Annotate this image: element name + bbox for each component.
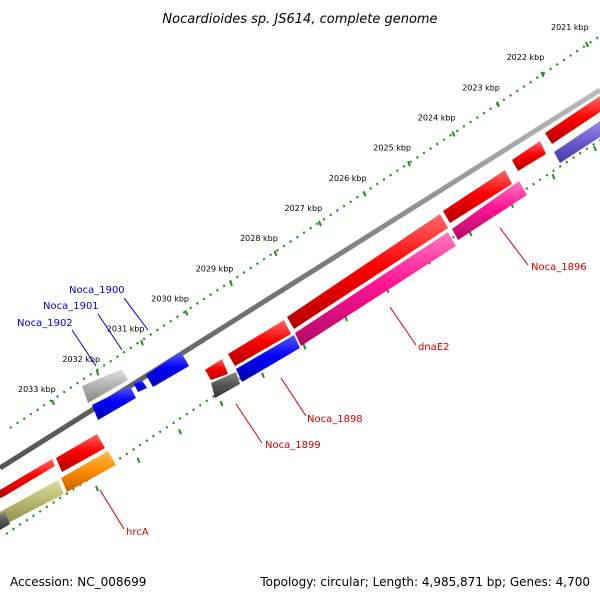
inner-major-tick [179,429,181,434]
tick-label: 2026 kbp [329,174,367,183]
gene-label-noca-1896: Noca_1896 [531,262,587,273]
inner-major-tick [262,373,264,378]
tick-label: 2027 kbp [285,204,323,213]
outer-major-tick [586,42,588,47]
outer-major-tick [97,370,99,375]
inner-major-tick [594,146,596,151]
gene-label-hrca: hrcA [126,527,149,538]
genome-map: Nocardioides sp. JS614, complete genome … [0,0,600,600]
gene-label-noca-1899: Noca_1899 [265,440,321,451]
outer-major-tick [52,400,54,405]
gene-forward-red-small [205,359,228,380]
tick-label: 2028 kbp [240,234,278,243]
outer-major-ticks [52,42,588,405]
tick-label: 2033 kbp [18,385,56,394]
outer-major-tick [275,251,277,256]
inner-major-tick [138,458,140,463]
tick-label: 2029 kbp [196,264,234,273]
inner-major-tick [96,486,98,491]
inner-major-tick [221,401,223,406]
tick-label: 2021 kbp [551,23,589,32]
gene-label-noca-1900: Noca_1900 [69,285,125,296]
tick-label: 2030 kbp [151,295,189,304]
outer-major-tick [497,102,499,107]
tick-label: 2031 kbp [107,325,145,334]
tick-label: 2032 kbp [62,355,100,364]
inner-major-tick [553,174,555,179]
topology-text: Topology: circular; Length: 4,985,871 bp… [260,575,590,589]
outer-major-tick [319,221,321,226]
accession-text: Accession: NC_008699 [10,575,146,589]
map-title: Nocardioides sp. JS614, complete genome [162,12,437,27]
tick-label: 2025 kbp [373,144,411,153]
tick-label: 2022 kbp [507,53,545,62]
forward-strand-genes [0,96,600,498]
tick-label: 2024 kbp [418,114,456,123]
tick-label: 2023 kbp [462,83,500,92]
genome-backbone [0,90,600,468]
outer-major-tick [364,191,366,196]
outer-dotted-track [10,36,600,428]
gene-dnae2-pink [295,232,456,346]
gene-label-noca-1902: Noca_1902 [17,318,73,329]
gene-label-noca-1898: Noca_1898 [307,414,363,425]
gene-label-dnae2: dnaE2 [418,342,450,353]
inner-major-tick [304,344,306,349]
outer-major-tick [186,311,188,316]
gene-label-noca-1901: Noca_1901 [43,301,99,312]
outer-major-tick [453,132,455,137]
gene-forward-red-4 [512,141,546,171]
outer-major-tick [141,340,143,345]
